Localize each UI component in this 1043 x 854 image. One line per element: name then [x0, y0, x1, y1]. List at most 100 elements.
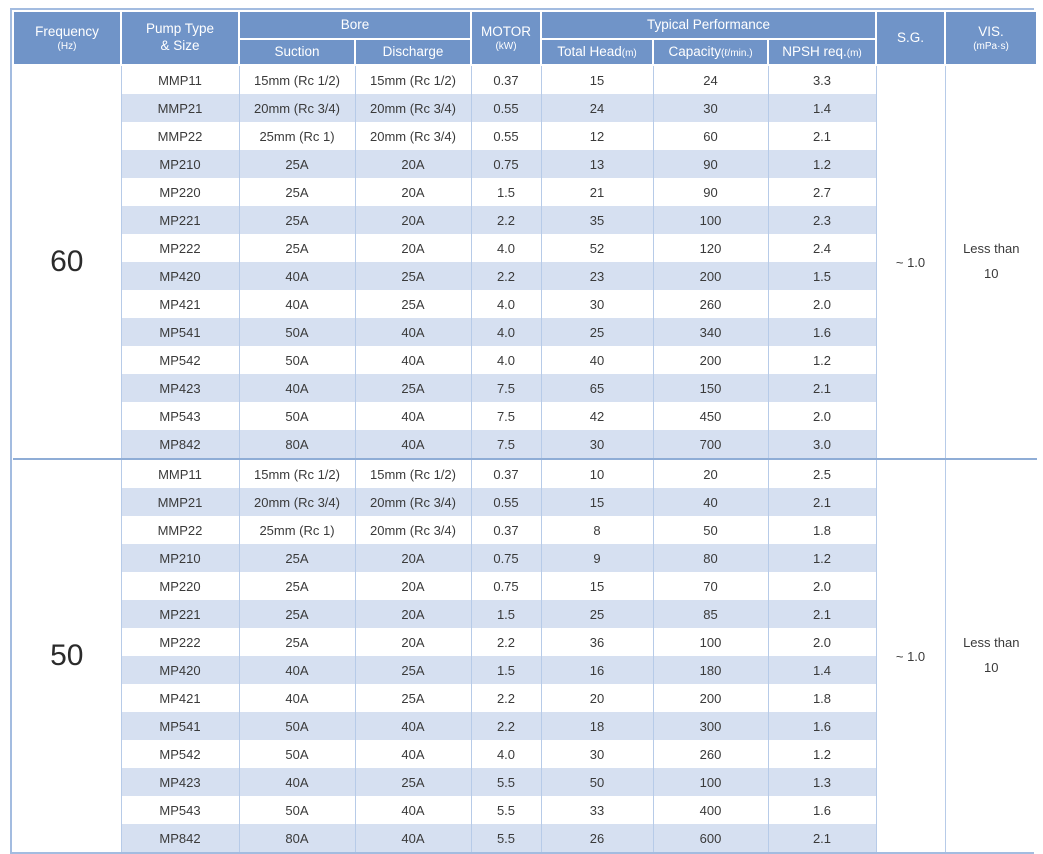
col-header-capacity: Capacity(ℓ/min.)	[652, 38, 769, 66]
pump-type-cell: MP210	[120, 544, 240, 572]
total-head-cell: 30	[540, 740, 654, 768]
table-row: MP221 25A 20A 1.5 25 85 2.1	[13, 600, 1037, 628]
table-row: MP420 40A 25A 2.2 23 200 1.5	[13, 262, 1037, 290]
capacity-cell: 700	[652, 430, 769, 459]
pump-type-cell: MP420	[120, 656, 240, 684]
capacity-cell: 80	[652, 544, 769, 572]
bore-discharge-cell: 20A	[354, 600, 472, 628]
capacity-cell: 450	[652, 402, 769, 430]
capacity-cell: 70	[652, 572, 769, 600]
npsh-req-cell: 2.5	[767, 458, 877, 488]
table-row: MP543 50A 40A 5.5 33 400 1.6	[13, 796, 1037, 824]
bore-suction-cell: 20mm (Rc 3/4)	[238, 94, 356, 122]
pump-type-cell: MP542	[120, 740, 240, 768]
bore-suction-cell: 25A	[238, 178, 356, 206]
table-row: MP542 50A 40A 4.0 30 260 1.2	[13, 740, 1037, 768]
table-row: MP420 40A 25A 1.5 16 180 1.4	[13, 656, 1037, 684]
npsh-req-cell: 2.1	[767, 600, 877, 628]
capacity-cell: 600	[652, 824, 769, 852]
bore-discharge-cell: 20A	[354, 150, 472, 178]
total-head-cell: 42	[540, 402, 654, 430]
npsh-req-cell: 2.1	[767, 374, 877, 402]
motor-kw-cell: 4.0	[470, 346, 542, 374]
col-header-discharge: Discharge	[354, 38, 472, 66]
total-head-cell: 40	[540, 346, 654, 374]
vis-value-line: Less than	[963, 635, 1020, 651]
col-header-pump-type: Pump Type & Size	[120, 10, 240, 66]
bore-discharge-cell: 20mm (Rc 3/4)	[354, 122, 472, 150]
motor-kw-cell: 0.75	[470, 544, 542, 572]
pump-type-label-line1: Pump Type	[145, 21, 215, 37]
total-head-cell: 16	[540, 656, 654, 684]
capacity-cell: 30	[652, 94, 769, 122]
bore-discharge-cell: 40A	[354, 740, 472, 768]
bore-discharge-cell: 20mm (Rc 3/4)	[354, 516, 472, 544]
bore-suction-cell: 25A	[238, 206, 356, 234]
table-row: MP543 50A 40A 7.5 42 450 2.0	[13, 402, 1037, 430]
bore-suction-cell: 25A	[238, 544, 356, 572]
npsh-req-cell: 2.0	[767, 290, 877, 318]
bore-discharge-cell: 40A	[354, 430, 472, 459]
total-head-cell: 30	[540, 430, 654, 459]
col-header-bore: Bore	[238, 10, 472, 40]
motor-kw-cell: 2.2	[470, 206, 542, 234]
motor-kw-cell: 5.5	[470, 768, 542, 796]
col-header-npsh: NPSH req.(m)	[767, 38, 877, 66]
pump-type-cell: MP423	[120, 768, 240, 796]
motor-kw-cell: 1.5	[470, 600, 542, 628]
capacity-cell: 300	[652, 712, 769, 740]
motor-kw-cell: 2.2	[470, 684, 542, 712]
pump-type-cell: MP543	[120, 796, 240, 824]
table-header: Frequency (Hz) Pump Type & Size Bore MOT…	[12, 10, 1038, 66]
bore-discharge-cell: 25A	[354, 656, 472, 684]
vis-value: Less than 10	[944, 458, 1037, 852]
motor-kw-cell: 1.5	[470, 178, 542, 206]
bore-discharge-cell: 40A	[354, 346, 472, 374]
total-head-cell: 15	[540, 65, 654, 94]
col-header-total-head: Total Head(m)	[540, 38, 654, 66]
pump-type-cell: MMP21	[120, 488, 240, 516]
capacity-cell: 60	[652, 122, 769, 150]
pump-type-cell: MP420	[120, 262, 240, 290]
table-row: MP423 40A 25A 7.5 65 150 2.1	[13, 374, 1037, 402]
pump-type-cell: MP220	[120, 572, 240, 600]
npsh-req-cell: 3.0	[767, 430, 877, 459]
bore-discharge-cell: 40A	[354, 712, 472, 740]
pump-type-cell: MMP21	[120, 94, 240, 122]
total-head-cell: 23	[540, 262, 654, 290]
pump-type-cell: MMP11	[120, 458, 240, 488]
bore-suction-cell: 50A	[238, 712, 356, 740]
npsh-req-cell: 2.0	[767, 628, 877, 656]
capacity-cell: 90	[652, 178, 769, 206]
motor-kw-cell: 7.5	[470, 402, 542, 430]
total-head-cell: 12	[540, 122, 654, 150]
total-head-cell: 25	[540, 318, 654, 346]
pump-type-cell: MP222	[120, 234, 240, 262]
capacity-cell: 200	[652, 262, 769, 290]
npsh-req-cell: 2.4	[767, 234, 877, 262]
table-row: MP542 50A 40A 4.0 40 200 1.2	[13, 346, 1037, 374]
bore-suction-cell: 40A	[238, 656, 356, 684]
npsh-unit: (m)	[846, 47, 862, 59]
npsh-req-cell: 1.6	[767, 796, 877, 824]
npsh-req-cell: 2.1	[767, 824, 877, 852]
table-row: MP210 25A 20A 0.75 9 80 1.2	[13, 544, 1037, 572]
bore-discharge-cell: 25A	[354, 374, 472, 402]
table-row: MP541 50A 40A 4.0 25 340 1.6	[13, 318, 1037, 346]
npsh-req-cell: 1.4	[767, 94, 877, 122]
pump-type-cell: MMP22	[120, 516, 240, 544]
bore-discharge-cell: 40A	[354, 796, 472, 824]
bore-suction-cell: 40A	[238, 290, 356, 318]
npsh-req-cell: 2.0	[767, 572, 877, 600]
bore-suction-cell: 80A	[238, 824, 356, 852]
pump-type-label-line2: & Size	[160, 38, 200, 53]
capacity-unit: (ℓ/min.)	[720, 47, 753, 59]
npsh-req-cell: 1.6	[767, 318, 877, 346]
bore-suction-cell: 25A	[238, 234, 356, 262]
pump-type-cell: MP541	[120, 318, 240, 346]
bore-suction-cell: 40A	[238, 768, 356, 796]
bore-suction-cell: 50A	[238, 402, 356, 430]
bore-discharge-cell: 15mm (Rc 1/2)	[354, 65, 472, 94]
table-row: MP421 40A 25A 4.0 30 260 2.0	[13, 290, 1037, 318]
total-head-cell: 35	[540, 206, 654, 234]
